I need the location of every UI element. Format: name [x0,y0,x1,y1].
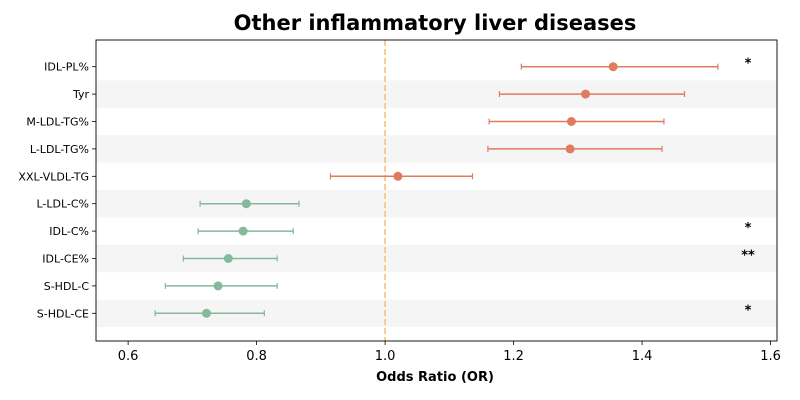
row-bands [96,80,777,327]
point-estimate [608,62,618,72]
row-band [96,135,777,163]
x-tick-label: 1.2 [503,349,524,364]
point-estimates [202,62,618,318]
x-tick-labels: 0.6 0.8 1.0 1.2 1.4 1.6 [118,341,781,364]
point-estimate [393,171,403,181]
x-tick-label: 1.6 [760,349,781,364]
significance-marker: * [745,221,752,236]
point-estimate [581,89,591,99]
y-tick-label: L-LDL-C% [36,198,89,211]
point-estimate [213,281,223,291]
point-estimate [238,226,248,236]
axes [95,39,778,342]
x-axis-label: Odds Ratio (OR) [376,370,494,385]
point-estimate [202,308,212,318]
chart-title: Other inflammatory liver diseases [234,11,637,35]
y-tick-label: IDL-CE% [42,253,89,266]
significance-marker: * [745,303,752,318]
y-tick-label: IDL-C% [49,225,89,238]
y-tick-label: M-LDL-TG% [26,116,89,129]
plot-frame [95,39,778,342]
x-tick-label: 0.8 [246,349,267,364]
y-tick-label: IDL-PL% [44,61,89,74]
point-estimate [566,117,576,126]
x-tick-label: 1.4 [632,349,653,364]
row-band [96,190,777,218]
y-tick-labels: IDL-PL% Tyr M-LDL-TG% L-LDL-TG% XXL-VLDL-TG L… [18,61,96,320]
y-tick-label: L-LDL-TG% [30,143,89,156]
point-estimate [565,144,575,154]
point-estimate [223,254,233,263]
x-tick-label: 0.6 [118,349,139,364]
y-tick-label: S-HDL-CE [37,307,89,320]
significance-marker: * [745,57,752,72]
y-tick-label: Tyr [72,88,90,101]
significance-markers: ***** [741,57,755,319]
y-tick-label: S-HDL-C [44,280,90,293]
y-tick-label: XXL-VLDL-TG [18,170,89,183]
significance-marker: ** [741,249,755,264]
point-estimate [241,199,251,209]
x-tick-label: 1.0 [375,349,396,364]
